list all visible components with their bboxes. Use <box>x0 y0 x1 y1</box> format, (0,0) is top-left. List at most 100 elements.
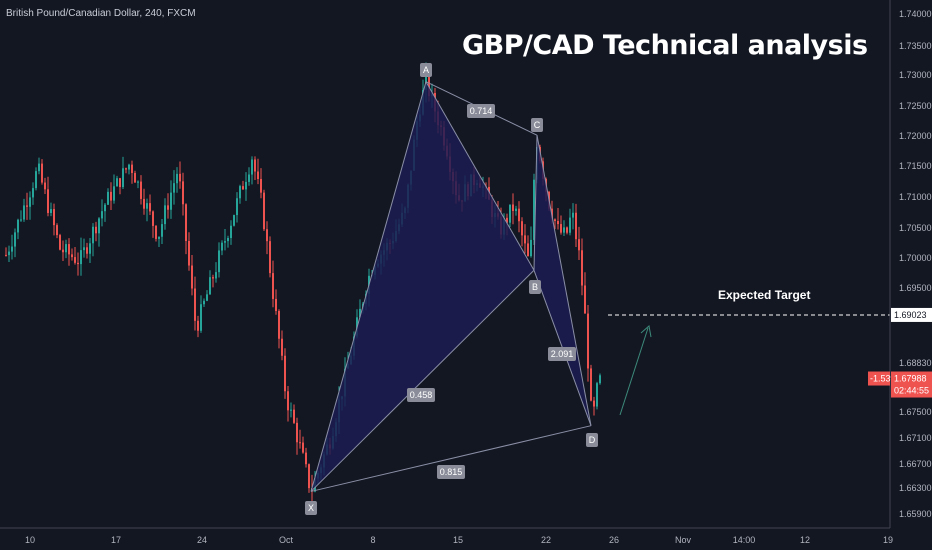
candle-body <box>176 173 178 184</box>
candle-body <box>35 171 37 189</box>
leg-cd <box>536 135 592 426</box>
badge-bg <box>467 104 495 118</box>
leg-xd <box>310 425 592 492</box>
countdown-text: 02:44:55 <box>894 386 929 396</box>
change-text: -1.53% <box>870 374 899 384</box>
y-tick-label: 1.73000 <box>899 70 932 80</box>
candle-body <box>32 188 34 198</box>
candle-body <box>569 217 571 233</box>
target-price-tag <box>891 307 932 322</box>
candle-body <box>92 226 94 244</box>
candle-body <box>221 242 223 251</box>
candle-body <box>257 171 259 179</box>
candle-body <box>53 209 55 226</box>
candle-body <box>206 294 208 301</box>
leg-xa <box>310 81 427 492</box>
candle-body <box>227 238 229 242</box>
candle-body <box>74 257 76 263</box>
candle-body <box>173 183 175 193</box>
chart-title: GBP/CAD Technical analysis <box>462 30 868 61</box>
point-b: B <box>529 280 541 294</box>
candle-body <box>149 203 151 212</box>
candle-body <box>266 229 268 242</box>
point-a: A <box>420 63 432 77</box>
candle-body <box>119 178 121 188</box>
candle-body <box>284 355 286 392</box>
x-tick-label: 10 <box>25 535 35 545</box>
candle-body <box>518 208 520 222</box>
candle-body <box>527 243 529 257</box>
x-tick-label: 15 <box>453 535 463 545</box>
candle-body <box>521 221 523 236</box>
candle-body <box>359 308 361 318</box>
candle-body <box>506 217 508 223</box>
candle-body <box>98 218 100 234</box>
x-axis: 10 17 24 Oct 8 15 22 26 Nov 14:00 12 19 <box>0 527 893 545</box>
candle-body <box>140 181 142 199</box>
candle-body <box>29 197 31 207</box>
candle-body <box>200 304 202 331</box>
expected-target-label: Expected Target <box>718 288 811 302</box>
badge-bg <box>437 465 465 479</box>
leg-xb <box>310 269 535 492</box>
candle-body <box>86 247 88 254</box>
candle-body <box>554 219 556 221</box>
candle-body <box>512 204 514 211</box>
candle-body <box>146 203 148 209</box>
candle-body <box>59 235 61 250</box>
point-x: X <box>305 501 317 515</box>
candle-body <box>599 375 601 384</box>
candle-body <box>179 173 181 182</box>
badge-text: B <box>532 282 538 292</box>
candle-body <box>269 241 271 274</box>
candle-body <box>89 243 91 254</box>
x-tick-label: 26 <box>609 535 619 545</box>
candle-body <box>596 383 598 407</box>
candle-body <box>155 225 157 239</box>
candle-body <box>5 254 7 256</box>
candle-body <box>251 159 253 175</box>
arrow-shaft <box>619 327 649 416</box>
candle-body <box>41 163 43 183</box>
candle-body <box>116 178 118 187</box>
badge-text: A <box>423 65 429 75</box>
badge-bg <box>586 433 598 447</box>
candle-body <box>296 422 298 443</box>
candle-body <box>557 220 559 225</box>
price-tags: 1.69023 -1.53%1.67988 02:44:55 <box>868 307 932 398</box>
candle-body <box>8 251 10 256</box>
candle-body <box>14 232 16 247</box>
candle-body <box>593 400 595 407</box>
badge-text: X <box>308 503 314 513</box>
badge-bg <box>531 118 543 132</box>
candle-body <box>191 265 193 289</box>
candle-body <box>575 212 577 240</box>
candle-body <box>218 250 220 273</box>
candle-body <box>128 164 130 170</box>
candle-body <box>533 179 535 240</box>
ratio-x-d: 0.815 <box>437 465 465 479</box>
candle-body <box>563 227 565 233</box>
candle-body <box>587 313 589 369</box>
candle-body <box>425 73 427 90</box>
y-tick-label: 1.67100 <box>899 433 932 443</box>
candle-body <box>578 239 580 251</box>
current-price-text: 1.67988 <box>894 374 927 384</box>
x-tick-label: 14:00 <box>733 535 756 545</box>
candle-body <box>95 226 97 234</box>
candle-body <box>167 205 169 210</box>
badge-bg <box>529 280 541 294</box>
y-tick-label: 1.70500 <box>899 223 932 233</box>
y-tick-label: 1.73500 <box>899 41 932 51</box>
y-tick-label: 1.65900 <box>899 509 932 519</box>
candle-body <box>188 241 190 266</box>
candle-body <box>143 198 145 209</box>
candle-body <box>233 215 235 226</box>
y-tick-label: 1.74000 <box>899 9 932 19</box>
badge-bg <box>407 388 435 402</box>
candle-body <box>287 391 289 411</box>
candle-body <box>77 262 79 265</box>
candle-body <box>125 168 127 170</box>
x-tick-label: 12 <box>800 535 810 545</box>
